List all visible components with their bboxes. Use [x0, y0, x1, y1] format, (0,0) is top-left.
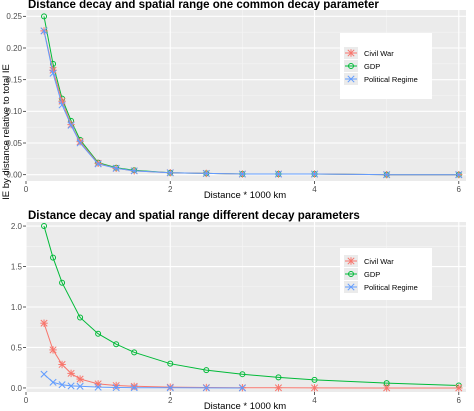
data-point-gdp: [131, 349, 138, 356]
data-point-political-regime: [112, 383, 120, 392]
legend-label-gdp: GDP: [364, 270, 380, 279]
chart-1-xlabel: Distance * 1000 km: [204, 190, 286, 201]
data-point-political-regime: [94, 160, 102, 168]
data-point-gdp: [311, 376, 318, 383]
data-point-gdp: [95, 330, 102, 337]
data-point-gdp: [50, 254, 57, 261]
data-point-political-regime: [58, 101, 66, 109]
data-point-political-regime: [67, 382, 75, 390]
data-point-civil-war: [94, 380, 102, 388]
chart-1-title: Distance decay and spatial range one com…: [28, 0, 379, 11]
x-tick-label: 4: [312, 396, 317, 405]
data-point-civil-war: [49, 346, 57, 354]
data-point-political-regime: [49, 69, 57, 77]
y-tick-label: 1.0: [11, 303, 23, 312]
y-tick-label: 0.20: [6, 44, 22, 53]
x-tick-label: 4: [312, 185, 317, 194]
data-point-civil-war: [455, 384, 463, 392]
data-point-political-regime: [67, 121, 75, 129]
data-point-political-regime: [166, 169, 174, 177]
data-point-gdp: [275, 374, 282, 381]
data-point-civil-war: [130, 382, 138, 391]
y-tick-label: 0.10: [6, 107, 22, 116]
x-tick-label: 2: [168, 185, 173, 194]
data-point-gdp: [59, 279, 66, 286]
data-point-civil-war: [58, 360, 66, 369]
data-point-political-regime: [76, 382, 84, 390]
data-point-political-regime: [76, 139, 84, 147]
data-point-civil-war: [76, 375, 84, 383]
x-tick-label: 6: [457, 185, 462, 194]
data-point-gdp: [77, 314, 84, 321]
data-point-political-regime: [40, 27, 48, 35]
data-point-civil-war: [67, 369, 75, 378]
data-point-political-regime: [130, 167, 138, 175]
y-tick-label: 0.0: [11, 384, 23, 393]
legend-label-civil-war: Civil War: [364, 49, 394, 58]
legend-label-political-regime: Political Regime: [364, 283, 418, 292]
x-tick-label: 2: [168, 396, 173, 405]
data-point-civil-war: [310, 384, 319, 392]
legend-key-marker-gdp: [348, 63, 354, 69]
data-point-political-regime: [383, 171, 391, 179]
y-tick-label: 1.5: [11, 262, 23, 271]
data-point-political-regime: [238, 384, 246, 392]
data-point-political-regime: [40, 370, 48, 378]
data-point-political-regime: [238, 170, 246, 178]
data-point-political-regime: [112, 164, 120, 172]
legend-key-marker-civil-war: [347, 257, 355, 265]
chart-1-panel: 0 2 4 6 0.00 0.05 0.10 0.15 0.20 0.25 Civil War GDP…: [6, 10, 466, 194]
x-tick-label: 0: [24, 396, 29, 405]
x-tick-label: 6: [457, 396, 462, 405]
data-point-civil-war: [76, 138, 84, 146]
data-point-gdp: [203, 367, 210, 374]
chart-2-xlabel: Distance * 1000 km: [204, 401, 286, 411]
data-point-political-regime: [58, 381, 66, 389]
data-point-civil-war: [40, 319, 48, 327]
y-tick-label: 0.5: [11, 343, 23, 352]
y-tick-label: 0.15: [6, 75, 22, 84]
data-point-gdp: [113, 341, 120, 348]
legend: Civil War GDP Political Regime: [340, 248, 432, 300]
data-point-civil-war: [274, 384, 283, 392]
legend-key-marker-civil-war: [347, 49, 355, 57]
chart-2-panel: 0 2 4 6 0.0 0.5 1.0 1.5 2.0 Civil War GDP Political…: [11, 222, 466, 405]
data-point-gdp: [41, 13, 48, 20]
data-point-political-regime: [455, 171, 463, 179]
y-tick-label: 2.0: [11, 222, 23, 231]
chart-2-title: Distance decay and spatial range differe…: [28, 210, 360, 222]
data-point-political-regime: [202, 169, 210, 177]
series-line-gdp: [43, 225, 459, 386]
y-tick-label: 0.25: [6, 12, 22, 21]
data-point-political-regime: [94, 383, 102, 391]
data-point-gdp: [239, 371, 246, 378]
legend-label-civil-war: Civil War: [364, 257, 394, 266]
y-axis-label: IE by distance relative to total IE: [1, 64, 12, 200]
y-tick-label: 0.05: [6, 139, 22, 148]
data-point-political-regime: [130, 384, 138, 392]
legend-key-marker-gdp: [348, 271, 354, 277]
y-tick-label: 0.00: [6, 170, 22, 179]
legend-key-marker-political-regime: [347, 283, 355, 291]
data-point-political-regime: [166, 384, 174, 392]
data-point-political-regime: [202, 384, 210, 392]
legend: Civil War GDP Political Regime: [340, 33, 432, 99]
x-tick-label: 0: [24, 185, 29, 194]
data-point-civil-war: [382, 384, 391, 392]
data-point-gdp: [167, 360, 174, 367]
data-point-political-regime: [274, 170, 283, 178]
legend-label-political-regime: Political Regime: [364, 75, 418, 84]
data-point-gdp: [41, 223, 48, 230]
data-point-political-regime: [49, 378, 57, 386]
data-point-political-regime: [310, 170, 319, 178]
legend-label-gdp: GDP: [364, 62, 380, 71]
legend-key-marker-political-regime: [347, 75, 355, 83]
